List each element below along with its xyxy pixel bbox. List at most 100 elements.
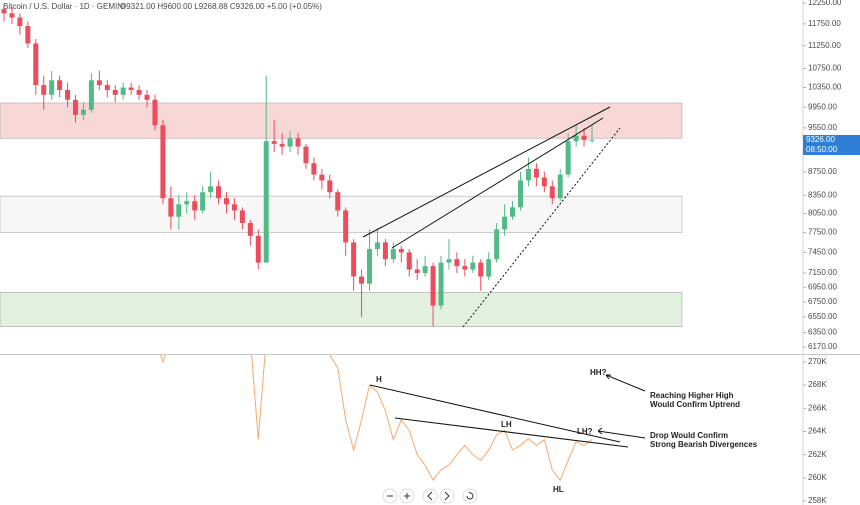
candle-body [335,192,341,211]
y-tick-label: 6350.00 [808,328,837,337]
note: Drop Would Confirm [650,431,728,440]
candle-body [200,192,206,211]
y-tick-label: 270K [808,357,827,366]
candle-body [80,109,86,115]
candle-body [17,17,23,27]
candle-body [49,80,55,95]
y-tick-label: 6750.00 [808,297,837,306]
reset[interactable] [462,488,478,504]
candle-body [88,80,94,110]
candle-body [184,201,190,205]
candle-body [438,262,444,306]
label: HH? [590,368,607,377]
candle-body [367,249,373,284]
candle-body [359,276,365,284]
scroll-left[interactable] [422,488,438,504]
candle-body [287,138,293,147]
y-tick-label: 10350.00 [808,83,842,92]
scroll-right[interactable] [439,488,455,504]
y-tick-label: 7150.00 [808,268,837,277]
y-tick-label: 6950.00 [808,282,837,291]
y-tick-label: 268K [808,380,827,389]
candle-body [9,13,15,18]
candle-body [549,186,555,199]
candle-body [25,26,31,44]
candle-body [327,180,333,193]
candle-body [295,138,301,147]
candle-body [279,143,285,147]
zoom-out[interactable] [382,488,398,504]
candle-body [136,89,142,95]
label: LH [501,420,512,429]
note: Reaching Higher High [650,391,734,400]
candle-body [502,216,508,230]
candle-body [494,229,500,260]
candle-body [414,269,420,274]
y-tick-label: 7450.00 [808,248,837,257]
candle-body [541,177,547,187]
arrow [597,427,646,439]
candle-body [263,141,269,263]
candle-body [57,80,63,90]
candle-body [470,262,476,270]
candle-body [390,249,396,260]
candle-body [239,210,245,223]
y-tick-label: 266K [808,403,827,412]
candle-body [374,242,380,250]
y-tick-label: 264K [808,427,827,436]
candle-body [319,174,325,181]
candle-body [1,9,7,14]
note: Strong Bearish Divergences [650,440,758,449]
zoom-in[interactable] [399,488,415,504]
candle-body [96,80,102,86]
candle-body [144,94,150,100]
candle-body [120,87,126,95]
candle-body [478,262,484,277]
candle-body [422,266,428,274]
zone [0,195,683,233]
candle-body [112,89,118,95]
candle-body [406,252,412,270]
y-tick-label: 260K [808,473,827,482]
drawings [362,106,646,448]
y-tick-label: 9550.00 [808,123,837,132]
label: H [376,375,382,384]
y-tick-label: 6550.00 [808,312,837,321]
candle-body [208,186,214,193]
candle-body [573,135,579,142]
candle-body [41,85,47,95]
y-tick-label: 7750.00 [808,228,837,237]
candle-body [557,174,563,199]
toolbar [382,488,478,504]
zone [0,292,683,327]
indicator-line [160,355,593,482]
price-tag-price: 9326.00 [806,135,835,144]
candle-body [351,242,357,277]
candle-body [223,198,229,205]
y-tick-label: 9950.00 [808,102,837,111]
candle-body [104,85,110,90]
candle-body [533,168,539,178]
candle-body [343,210,349,243]
y-tick-label: 6170.00 [808,342,837,351]
label: LH? [577,427,593,436]
candle-body [462,266,468,270]
candle-body [581,135,587,141]
y-tick-label: 11750.00 [808,19,841,28]
candle-body [192,201,198,211]
candle-body [589,139,595,141]
price-tag [803,135,860,155]
candle-body [525,168,531,181]
y-tick-label: 8050.00 [808,209,837,218]
candle-body [160,125,166,199]
trendline [362,106,611,238]
candle-body [168,198,174,217]
candle-body [517,180,523,208]
candle-body [430,266,436,306]
candle-body [271,141,277,144]
trendline [391,117,604,249]
y-tick-label: 8350.00 [808,190,837,199]
candle-body [398,249,404,253]
